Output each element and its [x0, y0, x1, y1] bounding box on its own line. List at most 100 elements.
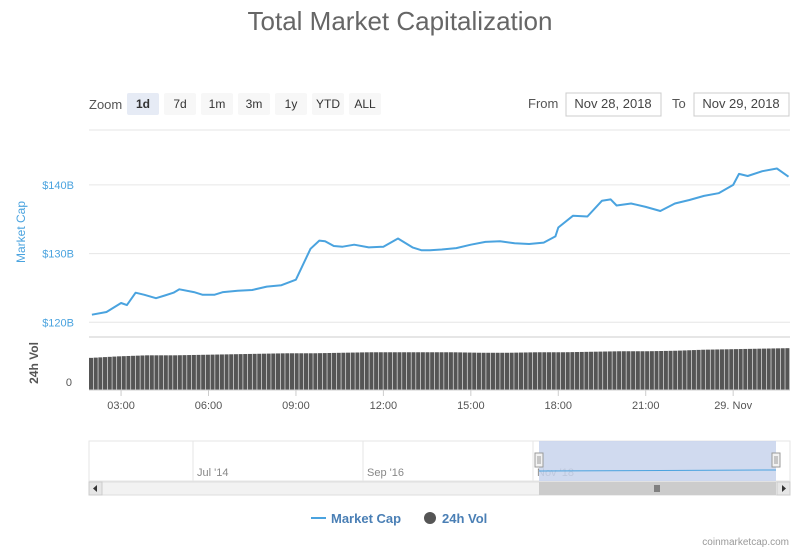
volume-bar: [631, 351, 636, 390]
volume-bar: [677, 350, 682, 390]
volume-bar: [173, 355, 178, 390]
volume-bar: [481, 352, 486, 390]
volume-bar: [640, 351, 645, 390]
legend-dot-icon: [424, 512, 436, 524]
navigator-selection[interactable]: [539, 441, 776, 481]
volume-bar: [476, 352, 481, 390]
volume-bar: [383, 352, 388, 390]
credits-link[interactable]: coinmarketcap.com: [702, 537, 789, 548]
volume-bar: [196, 354, 201, 390]
zoom-button-all[interactable]: ALL: [349, 93, 381, 115]
x-tick-label: 09:00: [282, 400, 310, 412]
volume-bar: [696, 349, 701, 390]
x-tick-label: 15:00: [457, 400, 485, 412]
zoom-button-1d[interactable]: 1d: [127, 93, 159, 115]
volume-bar: [205, 354, 210, 390]
zoom-button-1y[interactable]: 1y: [275, 93, 307, 115]
volume-bar: [215, 354, 220, 390]
volume-bar: [327, 352, 332, 390]
volume-bar: [322, 353, 327, 390]
volume-bar: [617, 351, 622, 390]
navigator-right-handle[interactable]: [771, 452, 781, 468]
zoom-button-1m[interactable]: 1m: [201, 93, 233, 115]
volume-bar: [332, 352, 337, 390]
volume-bar: [336, 352, 341, 390]
volume-bar: [738, 349, 743, 390]
volume-bar: [575, 352, 580, 390]
from-date-input[interactable]: Nov 28, 2018: [565, 92, 662, 117]
volume-bar: [747, 348, 753, 390]
volume-bar: [168, 355, 173, 390]
volume-bar: [289, 353, 295, 390]
volume-bar: [425, 352, 430, 390]
scroll-right-arrow-icon[interactable]: [776, 481, 791, 496]
volume-bar: [733, 349, 738, 390]
volume-bar: [532, 352, 538, 390]
from-label: From: [528, 96, 558, 111]
x-tick-label: 29. Nov: [714, 400, 752, 412]
x-tick-label: 12:00: [370, 400, 398, 412]
volume-bar: [275, 353, 281, 390]
navigator-left-handle[interactable]: [534, 452, 544, 468]
volume-bar: [266, 353, 271, 390]
volume-bar: [252, 353, 257, 390]
volume-bar: [131, 355, 136, 390]
volume-bar: [654, 351, 659, 390]
x-tick-label: 21:00: [632, 400, 660, 412]
volume-bar: [584, 351, 589, 390]
zoom-button-7d[interactable]: 7d: [164, 93, 196, 115]
volume-bar: [771, 348, 776, 390]
volume-bar: [201, 354, 206, 390]
volume-bar: [467, 352, 472, 390]
volume-bar: [612, 351, 617, 390]
chart-title: Total Market Capitalization: [248, 6, 553, 36]
volume-bar: [542, 352, 547, 390]
scrollbar[interactable]: [88, 481, 791, 496]
navigator-tick-label: Jul '14: [197, 467, 228, 479]
volume-bar: [509, 352, 514, 390]
volume-bar: [561, 352, 566, 390]
volume-bar: [673, 350, 678, 390]
volume-bar: [458, 352, 463, 390]
volume-bar: [743, 348, 748, 390]
volume-bar: [766, 348, 771, 390]
volume-bar: [238, 354, 243, 390]
volume-bar: [757, 348, 762, 390]
to-label: To: [672, 96, 686, 111]
zoom-button-label: ALL: [354, 97, 376, 111]
volume-bar: [668, 350, 673, 390]
market-cap-axis-label: Market Cap: [14, 201, 28, 263]
volume-bar: [434, 352, 439, 390]
volume-bar: [140, 355, 145, 390]
from-date-value: Nov 28, 2018: [574, 96, 651, 111]
legend-item-market-cap[interactable]: Market Cap: [311, 511, 401, 526]
legend-item-volume[interactable]: 24h Vol: [424, 511, 487, 526]
volume-bar: [500, 352, 505, 390]
volume-bar: [247, 353, 252, 390]
zoom-button-label: YTD: [316, 97, 340, 111]
to-date-input[interactable]: Nov 29, 2018: [693, 92, 790, 117]
zoom-button-ytd[interactable]: YTD: [312, 93, 344, 115]
volume-bar: [448, 352, 453, 390]
volume-bar: [163, 355, 168, 390]
volume-bar: [103, 357, 108, 390]
volume-bar: [785, 348, 790, 390]
volume-bar: [593, 351, 598, 390]
market-cap-y-ticks: $120B $130B $140B: [42, 180, 74, 329]
volume-bar: [775, 348, 781, 390]
volume-bar: [504, 352, 509, 390]
volume-bar: [495, 352, 500, 390]
zoom-button-3m[interactable]: 3m: [238, 93, 270, 115]
volume-bar: [430, 352, 435, 390]
navigator-tick-label: Sep '16: [367, 467, 404, 479]
volume-axis-label: 24h Vol: [27, 342, 41, 384]
volume-bar: [556, 352, 561, 390]
volume-bar: [233, 354, 238, 390]
volume-bar: [598, 351, 603, 390]
volume-bar: [299, 353, 304, 390]
volume-bar: [280, 353, 285, 390]
volume-bar: [719, 349, 724, 390]
scroll-left-arrow-icon[interactable]: [88, 481, 103, 496]
volume-bar: [621, 351, 626, 390]
